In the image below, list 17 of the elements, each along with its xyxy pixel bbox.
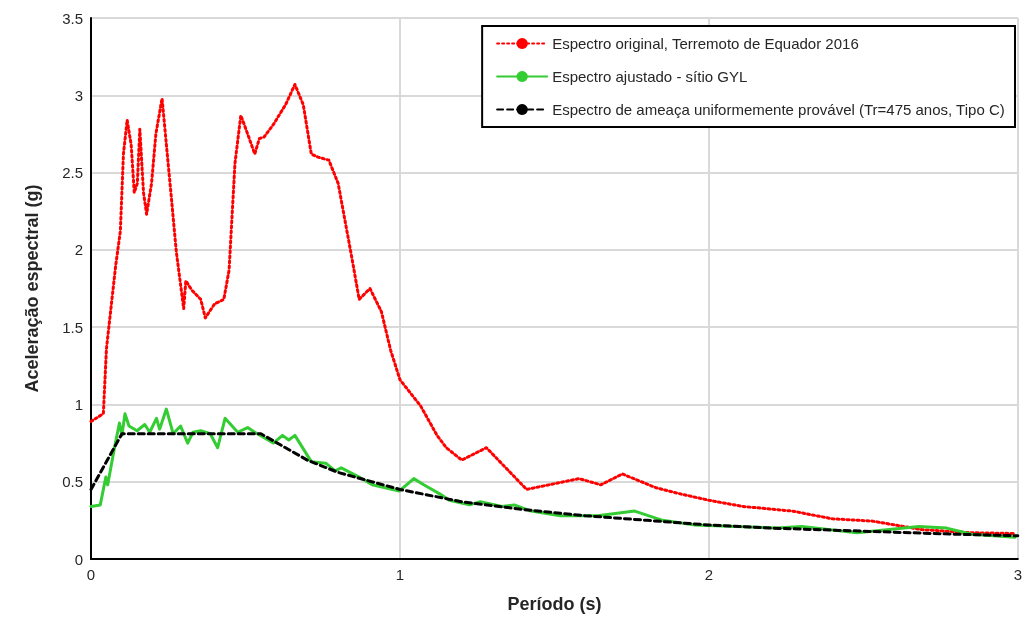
y-tick-label: 2 [74,241,83,259]
x-tick-label: 0 [86,566,96,583]
legend-label: Espectro de ameaça uniformemente provável (Tr=475 anos, Tipo C) [552,101,1005,118]
y-tick-label: 1.5 [62,318,83,336]
y-tick-label: 1 [74,395,83,413]
y-tick-label: 0.5 [62,473,83,491]
y-tick-label: 0 [74,550,83,568]
x-tick-label: 3 [1013,566,1022,583]
y-axis-title: Aceleração espectral (g) [22,184,42,393]
y-tick-label: 2.5 [62,164,83,182]
x-tick-label: 1 [395,566,405,583]
x-tick-label: 2 [704,566,714,583]
y-tick-label: 3 [74,86,83,104]
y-tick-label: 3.5 [62,9,83,27]
x-axis-title: Período (s) [507,594,602,614]
legend-label: Espectro original, Terremoto de Equador 2016 [552,35,859,52]
legend-label: Espectro ajustado - sítio GYL [552,68,748,85]
